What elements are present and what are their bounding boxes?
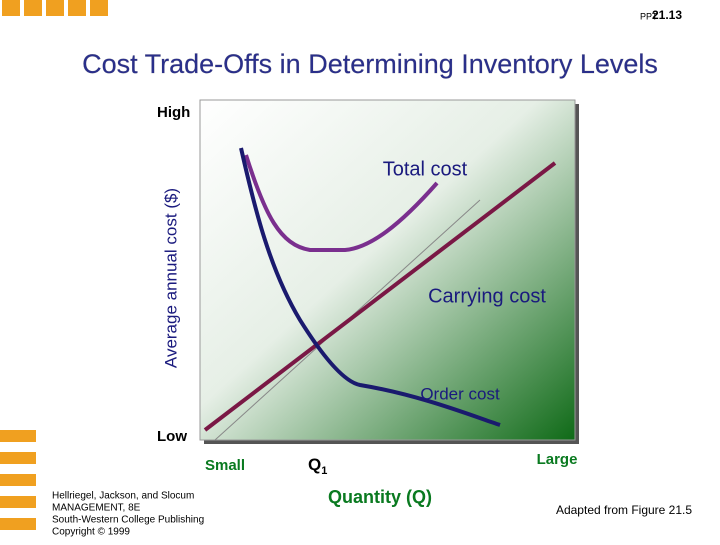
header-prefix: PPT bbox=[640, 11, 658, 21]
q1: Q1 bbox=[308, 455, 327, 476]
decor bbox=[0, 0, 108, 530]
source-note: Adapted from Figure 21.5 bbox=[556, 503, 692, 517]
citation-line: South-Western College Publishing bbox=[52, 515, 204, 526]
curve-label: Carrying cost bbox=[428, 285, 546, 307]
citation-line: Hellriegel, Jackson, and Slocum bbox=[52, 491, 194, 502]
y-axis-label: Average annual cost ($) bbox=[161, 188, 180, 368]
q1-main: Q bbox=[308, 455, 321, 474]
y-low: Low bbox=[157, 428, 187, 445]
x-small: Small bbox=[205, 457, 245, 474]
y-high: High bbox=[157, 104, 190, 121]
citation: Hellriegel, Jackson, and Slocum MANAGEME… bbox=[52, 491, 204, 538]
order-cost-curve bbox=[239, 147, 501, 427]
total-cost-curve bbox=[244, 154, 439, 252]
q1-sub: 1 bbox=[321, 465, 327, 477]
slide-title: Cost Trade-Offs in Determining Inventory… bbox=[82, 49, 658, 79]
carrying-cost-line bbox=[203, 161, 557, 432]
citation-line: Copyright © 1999 bbox=[52, 527, 130, 538]
curve-label: Order cost bbox=[420, 384, 500, 403]
citation-line: MANAGEMENT, 8E bbox=[52, 503, 141, 514]
chart-area bbox=[199, 99, 576, 441]
header-number: 21.13 bbox=[652, 8, 682, 22]
x-large: Large bbox=[537, 451, 578, 468]
curve-label: Total cost bbox=[383, 158, 468, 180]
x-axis-label: Quantity (Q) bbox=[328, 487, 432, 507]
